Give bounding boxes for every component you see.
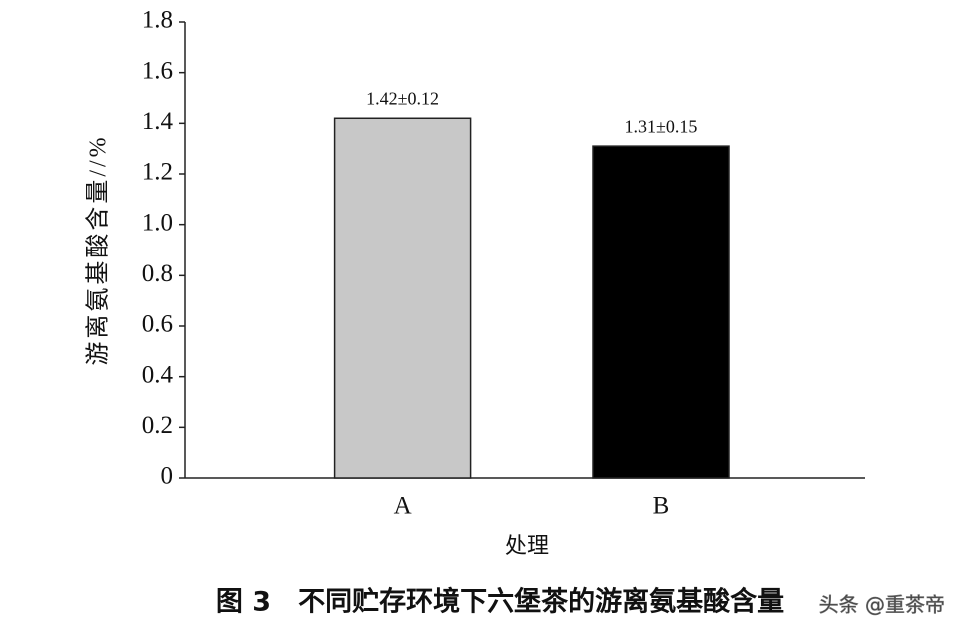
y-tick-label: 0.6 (142, 311, 173, 338)
y-tick-label: 0 (161, 463, 174, 490)
x-axis-label: 处理 (505, 533, 549, 558)
y-tick-label: 0.8 (142, 260, 173, 287)
y-tick-label: 1.4 (142, 108, 174, 135)
y-tick-label: 0.2 (142, 412, 173, 439)
y-tick-label: 1.8 (142, 7, 173, 34)
value-label: 1.31±0.15 (625, 116, 698, 136)
y-tick-label: 1.6 (142, 57, 173, 84)
bar (333, 117, 472, 479)
y-tick-label: 1.0 (142, 209, 173, 236)
y-tick-label: 0.4 (142, 361, 174, 388)
y-axis-label: 游离氨基酸含量//% (85, 134, 112, 365)
x-tick-label: A (394, 493, 412, 520)
bar (592, 145, 730, 479)
x-tick-label: B (653, 493, 670, 520)
caption: 图 3 不同贮存环境下六堡茶的游离氨基酸含量 (216, 586, 784, 618)
watermark: 头条 @重茶帝 (819, 593, 945, 617)
value-label: 1.42±0.12 (366, 88, 439, 108)
y-tick-label: 1.2 (142, 159, 173, 186)
